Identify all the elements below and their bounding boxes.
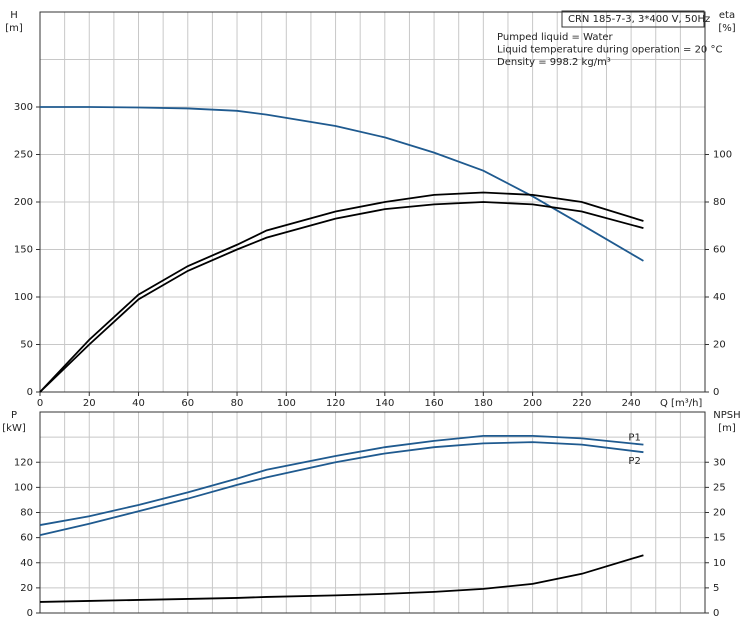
x-tick-label: 160 xyxy=(425,398,444,409)
y2-tick-label: 80 xyxy=(713,197,726,208)
curve xyxy=(39,554,644,603)
y-tick-label: 50 xyxy=(20,340,33,351)
curve xyxy=(39,441,644,536)
y2-axis-label: eta xyxy=(719,10,735,21)
y2-tick-label: 30 xyxy=(713,457,726,468)
y-tick-label: 120 xyxy=(14,457,33,468)
y2-tick-label: 15 xyxy=(713,533,726,544)
curve xyxy=(39,434,644,526)
y2-tick-label: 0 xyxy=(713,387,719,398)
y2-axis-label: NPSH xyxy=(713,410,740,421)
y-axis-label: H xyxy=(10,10,18,21)
x-tick-label: 40 xyxy=(132,398,145,409)
x-tick-label: 180 xyxy=(474,398,493,409)
y-tick-label: 20 xyxy=(20,583,33,594)
x-tick-label: 20 xyxy=(83,398,96,409)
y-axis-label: P xyxy=(11,410,17,421)
y2-tick-label: 25 xyxy=(713,482,726,493)
series-label: P1 xyxy=(628,433,640,444)
y-tick-label: 100 xyxy=(14,482,33,493)
title-box xyxy=(561,10,705,28)
x-tick-label: 200 xyxy=(523,398,542,409)
y-tick-label: 40 xyxy=(20,558,33,569)
y-axis-unit: [m] xyxy=(5,23,23,34)
annotation: Density = 998.2 kg/m³ xyxy=(497,57,611,68)
y2-tick-label: 5 xyxy=(713,583,719,594)
x-tick-label: 120 xyxy=(326,398,345,409)
x-tick-label: 60 xyxy=(181,398,194,409)
y2-tick-label: 100 xyxy=(713,150,732,161)
y2-tick-label: 20 xyxy=(713,508,726,519)
x-tick-label: 0 xyxy=(37,398,43,409)
y2-tick-label: 60 xyxy=(713,245,726,256)
y2-axis-unit: [m] xyxy=(718,423,736,434)
y-tick-label: 300 xyxy=(14,102,33,113)
y-axis-unit: [kW] xyxy=(2,423,26,434)
annotation: Pumped liquid = Water xyxy=(497,32,614,43)
y2-axis-unit: [%] xyxy=(718,23,735,34)
y2-tick-label: 40 xyxy=(713,292,726,303)
curve xyxy=(39,201,644,393)
y-tick-label: 150 xyxy=(14,245,33,256)
x-tick-label: 100 xyxy=(277,398,296,409)
y-tick-label: 100 xyxy=(14,292,33,303)
x-tick-label: 240 xyxy=(622,398,641,409)
y-tick-label: 0 xyxy=(27,387,33,398)
y-tick-label: 60 xyxy=(20,533,33,544)
y-tick-label: 0 xyxy=(27,608,33,619)
y-tick-label: 250 xyxy=(14,150,33,161)
y-tick-label: 80 xyxy=(20,508,33,519)
y2-tick-label: 10 xyxy=(713,558,726,569)
x-tick-label: 80 xyxy=(231,398,244,409)
title: CRN 185-7-3, 3*400 V, 50Hz xyxy=(568,14,710,25)
curve xyxy=(39,191,644,393)
y-tick-label: 200 xyxy=(14,197,33,208)
x-tick-label: 220 xyxy=(572,398,591,409)
y2-tick-label: 20 xyxy=(713,340,726,351)
annotation: Liquid temperature during operation = 20… xyxy=(497,45,722,56)
y2-tick-label: 0 xyxy=(713,608,719,619)
x-axis-label: Q [m³/h] xyxy=(660,398,702,409)
x-tick-label: 140 xyxy=(375,398,394,409)
series-label: P2 xyxy=(628,456,640,467)
curve xyxy=(40,106,644,262)
